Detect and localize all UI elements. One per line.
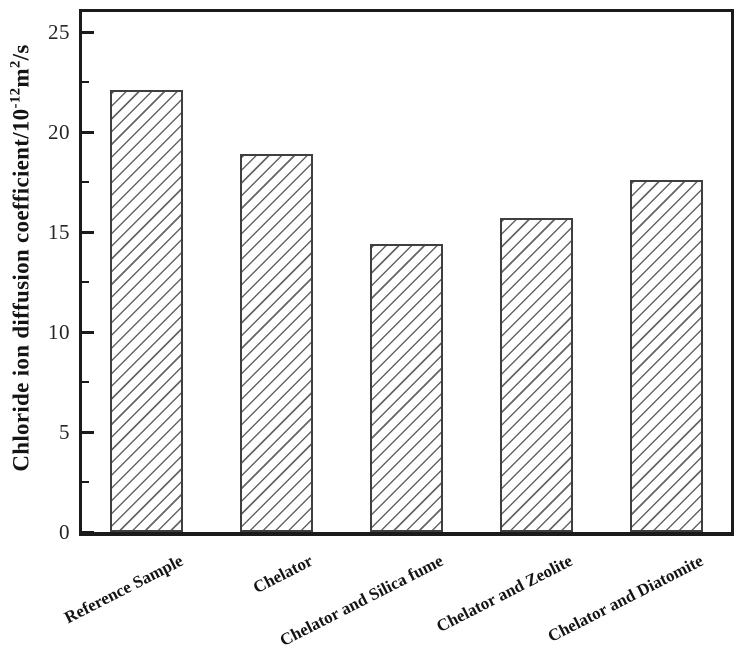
y-axis-title-unit-suffix: /s	[8, 44, 34, 61]
y-axis-minor-tick	[82, 181, 89, 183]
y-axis-title: Chloride ion diffusion coefficient/10-12…	[8, 44, 35, 471]
x-category-label: Chelator	[250, 551, 317, 598]
y-axis-title-superscript-exponent: -12	[7, 87, 24, 109]
y-axis-minor-tick	[82, 481, 89, 483]
y-axis-major-tick	[82, 530, 94, 534]
y-axis-major-tick	[82, 30, 94, 34]
bar-chelator-and-silica-fume	[370, 244, 443, 532]
plot-area	[79, 9, 734, 536]
y-axis-title-unit: m	[8, 68, 34, 88]
y-axis-major-tick	[82, 230, 94, 234]
y-tick-label: 10	[48, 320, 70, 344]
y-axis-title-text: Chloride ion diffusion coefficient/10	[8, 108, 34, 472]
y-tick-label: 15	[48, 220, 70, 244]
y-axis-minor-tick	[82, 281, 89, 283]
plot-inner	[82, 12, 731, 534]
y-tick-label: 5	[59, 420, 70, 444]
y-tick-label: 20	[48, 120, 70, 144]
y-axis-major-tick	[82, 130, 94, 134]
y-axis-minor-tick	[82, 381, 89, 383]
y-tick-label: 25	[48, 20, 70, 44]
y-tick-label: 0	[59, 520, 70, 544]
y-axis-major-tick	[82, 430, 94, 434]
x-category-label: Reference Sample	[61, 551, 187, 628]
bar-chelator-and-diatomite	[629, 180, 703, 532]
bar-chelator-and-zeolite	[499, 218, 573, 532]
y-axis-major-tick	[82, 330, 94, 334]
y-axis-title-superscript-squared: 2	[7, 60, 24, 69]
bar-reference-sample	[110, 90, 184, 532]
y-axis-minor-tick	[82, 81, 89, 83]
bar-chelator	[240, 154, 314, 532]
